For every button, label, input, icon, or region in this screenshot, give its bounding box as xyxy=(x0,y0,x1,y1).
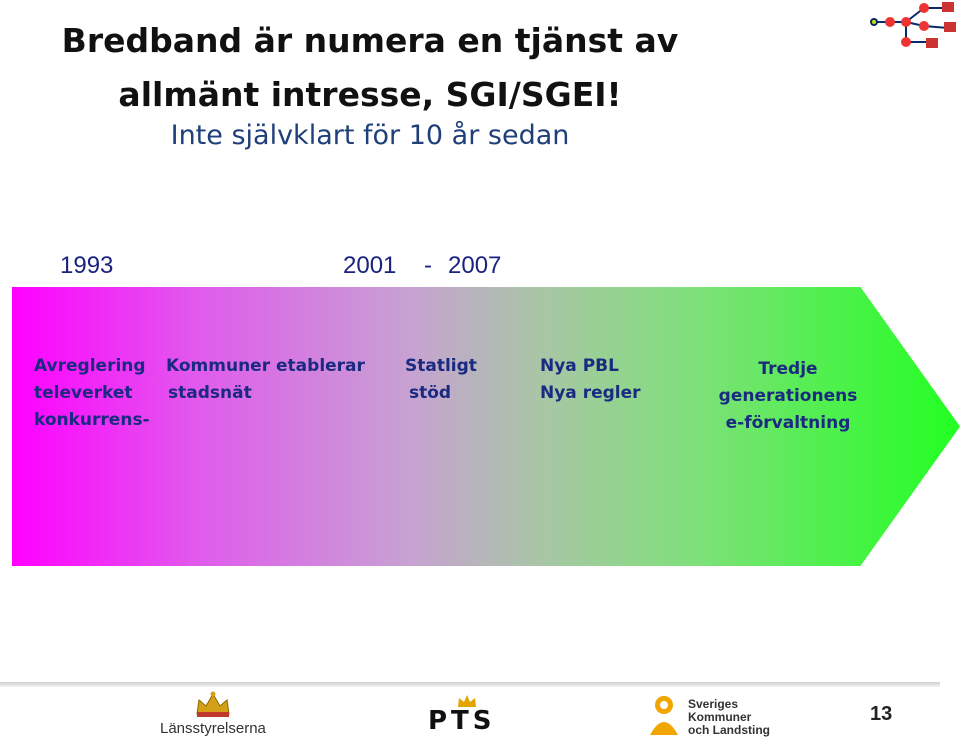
label-stod: stöd xyxy=(409,383,452,403)
network-graph-icon xyxy=(870,2,956,48)
timeline-dash: - xyxy=(424,252,432,279)
label-nya-pbl: Nya PBL xyxy=(540,356,619,376)
logo-lansstyrelserna: Länsstyrelserna xyxy=(160,720,266,737)
slide-title-line-1: Bredband är numera en tjänst av xyxy=(61,21,679,60)
slide-title-line-2: allmänt intresse, SGI/SGEI! xyxy=(118,75,622,114)
label-stadsnat: stadsnät xyxy=(168,383,252,403)
label-tredje: Tredje xyxy=(758,359,818,379)
logo-pts: PTS xyxy=(428,706,496,736)
label-konkurrens: konkurrens- xyxy=(34,410,150,430)
page-number: 13 xyxy=(870,703,893,725)
logo-skl-line-3: och Landsting xyxy=(688,723,770,737)
label-generationens: generationens xyxy=(718,386,858,406)
timeline-year-1993: 1993 xyxy=(60,252,114,279)
label-kommuner-etablerar: Kommuner etablerar xyxy=(166,356,365,376)
logo-skl-line-1: Sveriges xyxy=(688,697,739,711)
logo-skl: Sveriges Kommuner och Landsting xyxy=(688,698,770,737)
crown-icon xyxy=(196,691,230,717)
label-avreglering: Avreglering xyxy=(34,356,146,376)
logo-skl-line-2: Kommuner xyxy=(688,710,752,724)
label-televerket: televerket xyxy=(34,383,133,403)
pts-crown-icon xyxy=(458,695,476,707)
timeline-year-2001: 2001 xyxy=(343,252,397,279)
footer-divider xyxy=(0,682,940,687)
label-e-forvaltning: e-förvaltning xyxy=(725,413,851,433)
timeline-arrow xyxy=(12,287,960,566)
skl-figure-icon xyxy=(650,696,678,735)
label-nya-regler: Nya regler xyxy=(540,383,641,403)
slide-subtitle: Inte självklart för 10 år sedan xyxy=(170,120,570,151)
timeline-year-2007: 2007 xyxy=(448,252,502,279)
label-statligt: Statligt xyxy=(405,356,477,376)
